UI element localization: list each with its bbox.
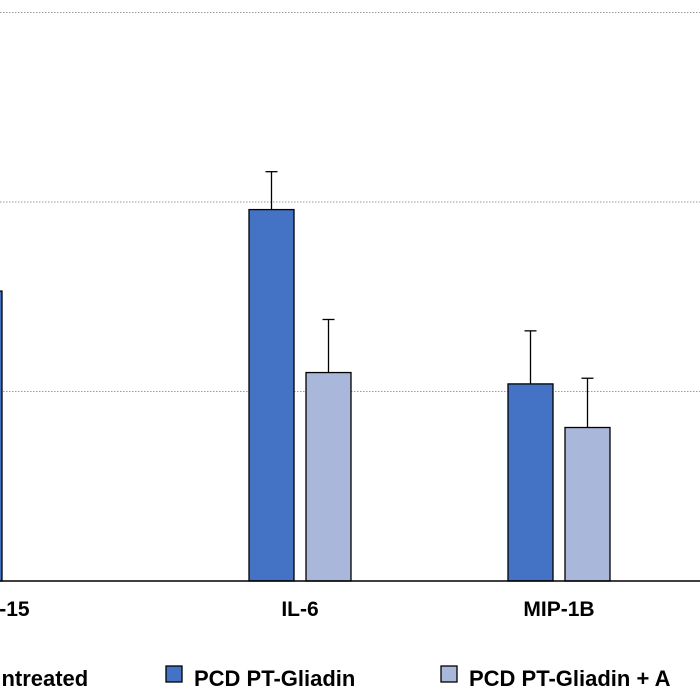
x-tick-label: L-15 [0,598,30,621]
bar [564,426,611,582]
x-tick-labels: L-15 IL-6 MIP-1B [0,598,595,621]
bar [248,208,295,582]
gridlines [0,12,700,392]
bar [305,371,352,582]
x-tick-label: MIP-1B [523,598,594,621]
bar [0,290,3,582]
x-tick-label: IL-6 [281,598,318,621]
legend-label-untreated: untreated [0,666,88,691]
legend-swatch-pcd-pt-gliadin-plus [440,665,458,683]
bar [507,383,554,582]
error-bars [265,171,594,428]
bars [0,208,611,582]
legend-label-pcd-pt-gliadin: PCD PT-Gliadin [194,666,355,691]
legend-swatch-pcd-pt-gliadin [165,665,183,683]
legend: untreated PCD PT-Gliadin PCD PT-Gliadin … [0,665,671,691]
legend-label-pcd-pt-gliadin-plus: PCD PT-Gliadin + A [469,666,671,691]
